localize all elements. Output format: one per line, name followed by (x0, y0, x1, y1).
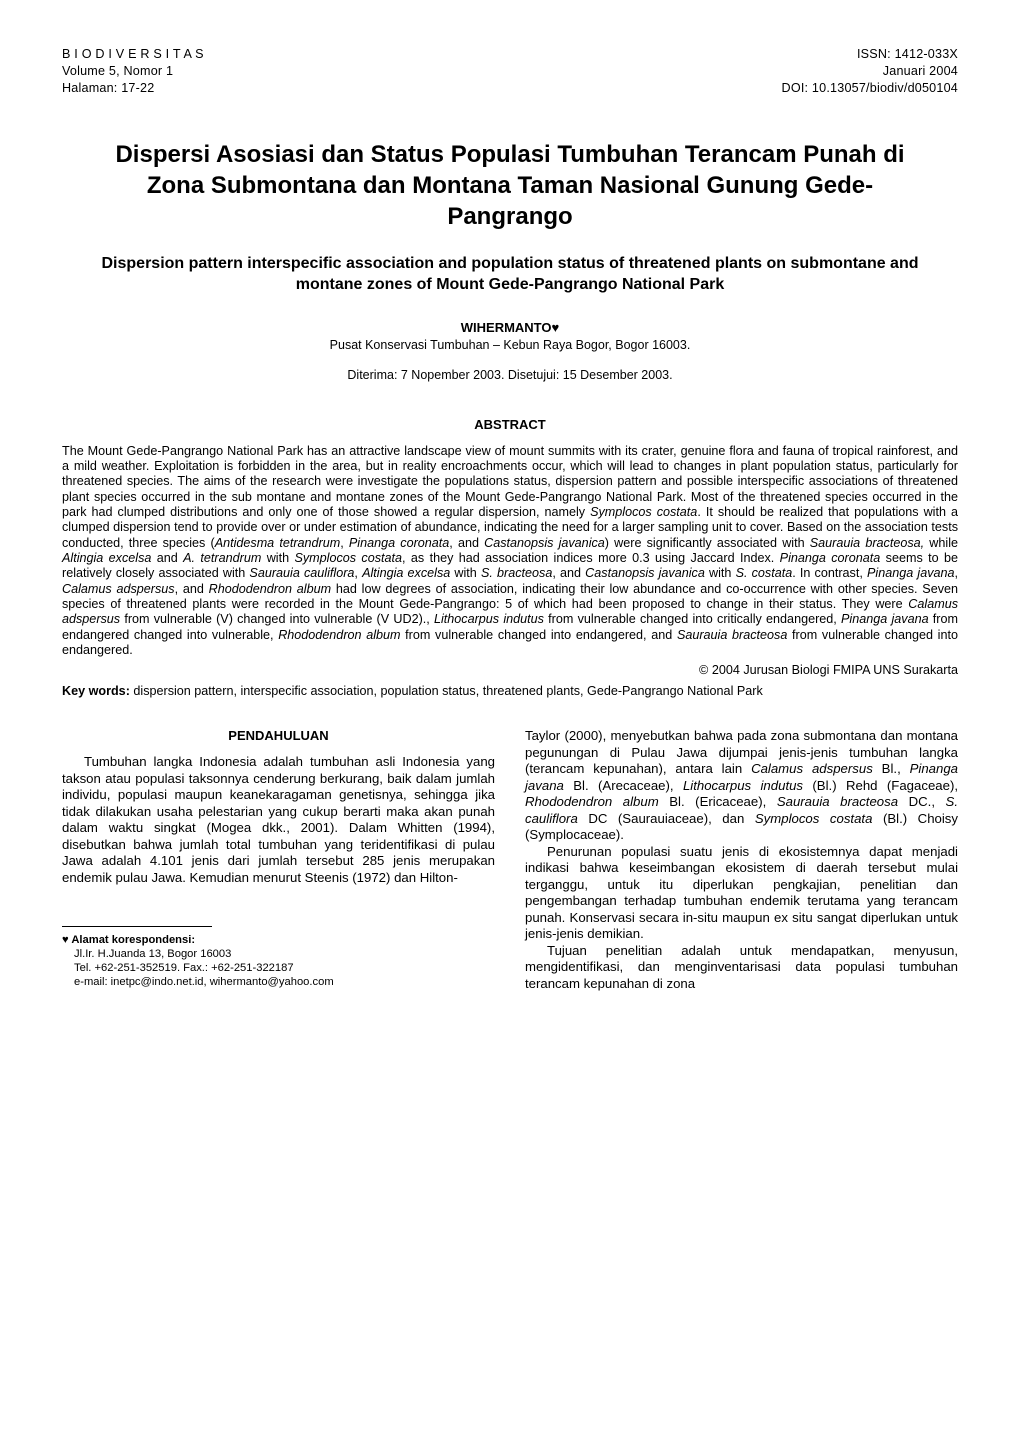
keywords-label: Key words: (62, 684, 130, 698)
article-title-en: Dispersion pattern interspecific associa… (92, 253, 928, 296)
body-columns: PENDAHULUAN Tumbuhan langka Indonesia ad… (62, 728, 958, 992)
issn: ISSN: 1412-033X (782, 46, 958, 63)
pages: Halaman: 17-22 (62, 80, 204, 97)
footnote-rule (62, 926, 212, 927)
volume-issue: Volume 5, Nomor 1 (62, 63, 204, 80)
footnote-phone: Tel. +62-251-352519. Fax.: +62-251-32218… (62, 961, 495, 975)
intro-paragraph-1: Tumbuhan langka Indonesia adalah tumbuha… (62, 754, 495, 886)
abstract-heading: ABSTRACT (62, 417, 958, 433)
intro-paragraph-3: Tujuan penelitian adalah untuk mendapatk… (525, 943, 958, 993)
author-name: WIHERMANTO (461, 320, 552, 335)
right-column: Taylor (2000), menyebutkan bahwa pada zo… (525, 728, 958, 992)
received-accepted-dates: Diterima: 7 Nopember 2003. Disetujui: 15… (62, 368, 958, 384)
abstract-body: The Mount Gede-Pangrango National Park h… (62, 444, 958, 659)
footnote-block: ♥ Alamat korespondensi: Jl.Ir. H.Juanda … (62, 933, 495, 989)
header-left: B I O D I V E R S I T A S Volume 5, Nomo… (62, 46, 204, 97)
footnote-address: Jl.Ir. H.Juanda 13, Bogor 16003 (62, 947, 495, 961)
header-right: ISSN: 1412-033X Januari 2004 DOI: 10.130… (782, 46, 958, 97)
footnote-label-line: ♥ Alamat korespondensi: (62, 933, 495, 947)
article-title-id: Dispersi Asosiasi dan Status Populasi Tu… (102, 139, 918, 233)
left-column: PENDAHULUAN Tumbuhan langka Indonesia ad… (62, 728, 495, 992)
page-header: B I O D I V E R S I T A S Volume 5, Nomo… (62, 46, 958, 97)
doi: DOI: 10.13057/biodiv/d050104 (782, 80, 958, 97)
pub-date: Januari 2004 (782, 63, 958, 80)
intro-paragraph-1-cont: Taylor (2000), menyebutkan bahwa pada zo… (525, 728, 958, 844)
keywords-text: dispersion pattern, interspecific associ… (130, 684, 763, 698)
affiliation: Pusat Konservasi Tumbuhan – Kebun Raya B… (62, 338, 958, 354)
section-heading-pendahuluan: PENDAHULUAN (62, 728, 495, 744)
copyright-line: © 2004 Jurusan Biologi FMIPA UNS Surakar… (62, 663, 958, 679)
footnote-label: Alamat korespondensi: (69, 934, 195, 946)
corresponding-mark-icon: ♥ (552, 320, 560, 335)
footnote-email: e-mail: inetpc@indo.net.id, wihermanto@y… (62, 975, 495, 989)
journal-name: B I O D I V E R S I T A S (62, 46, 204, 63)
keywords-line: Key words: dispersion pattern, interspec… (62, 684, 958, 700)
author-line: WIHERMANTO♥ (62, 320, 958, 336)
intro-paragraph-2: Penurunan populasi suatu jenis di ekosis… (525, 844, 958, 943)
footnote-mark-icon: ♥ (62, 934, 69, 946)
